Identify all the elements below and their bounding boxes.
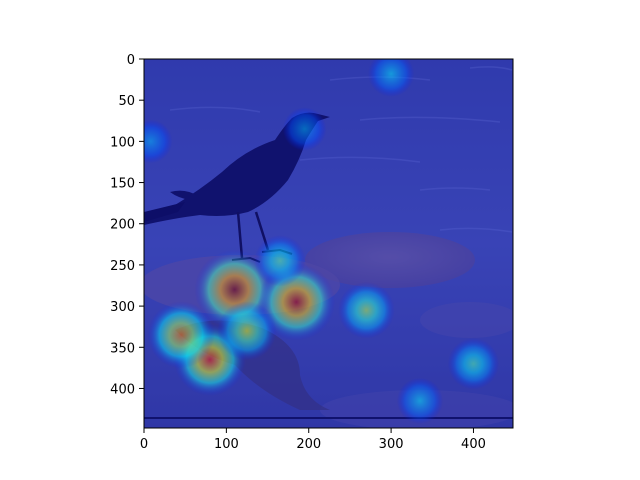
y-tick-label: 0 — [127, 53, 135, 68]
x-tick-label: 0 — [140, 437, 148, 452]
heatmap-hotspot — [396, 377, 444, 424]
heatmap-hotspot — [338, 281, 395, 339]
heatmap-hotspot — [254, 235, 306, 287]
y-tick-label: 200 — [110, 218, 135, 233]
heatmap-hotspot — [147, 301, 215, 369]
y-tick-label: 100 — [110, 135, 135, 150]
x-tick-label: 100 — [214, 437, 239, 452]
heatmap-hotspot — [368, 59, 415, 97]
heatmap-layer — [144, 59, 513, 428]
y-tick-label: 250 — [110, 259, 135, 274]
y-tick-label: 150 — [110, 177, 135, 192]
y-axis: 0 50 100 150 200 250 300 350 400 — [110, 53, 144, 397]
x-tick-label: 400 — [461, 437, 486, 452]
heatmap-hotspot — [282, 107, 327, 151]
y-tick-label: 350 — [110, 341, 135, 356]
axes-frame — [143, 58, 514, 429]
y-tick-label: 50 — [118, 94, 135, 109]
heatmap-hotspot — [217, 301, 277, 361]
heatmap-hotspot — [447, 338, 500, 390]
heatmap-hotspot — [144, 119, 173, 164]
x-axis: 0 100 200 300 400 — [140, 428, 486, 452]
y-tick-label: 300 — [110, 300, 135, 315]
y-tick-label: 400 — [110, 382, 135, 397]
x-tick-label: 200 — [296, 437, 321, 452]
x-tick-label: 300 — [379, 437, 404, 452]
